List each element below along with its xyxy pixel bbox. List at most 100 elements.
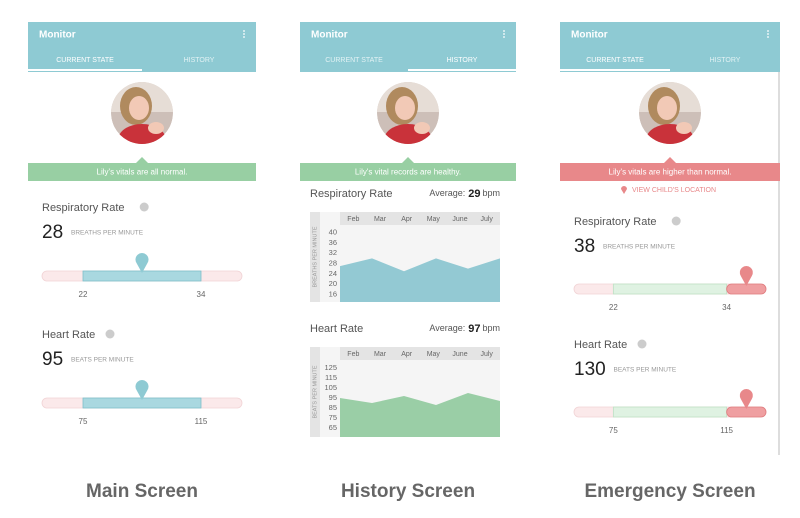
y-tick-label: 105 [324,383,337,392]
tab-indicator [28,69,142,71]
x-tick-label: Feb [347,351,359,358]
range-max: 34 [722,303,731,312]
x-tick-label: June [452,351,467,358]
area [340,393,500,437]
location-link[interactable]: VIEW CHILD'S LOCATION [632,187,716,194]
menu-dot [767,30,769,32]
banner-pointer [664,157,676,163]
range-min: 22 [79,290,88,299]
vital-unit: BEATS PER MINUTE [71,357,134,364]
x-tick-label: Mar [374,216,387,223]
value-marker [739,266,753,286]
vital-unit: BREATHS PER MINUTE [71,230,144,237]
vital-name: Respiratory Rate [574,216,657,228]
y-tick-label: 40 [329,228,337,237]
menu-dot [503,36,505,38]
screen-caption: Main Screen [86,481,198,502]
menu-dot [243,30,245,32]
tab[interactable]: HISTORY [184,57,215,64]
banner-pointer [402,157,414,163]
value-marker [135,380,149,400]
vital-value: 130 [574,359,606,380]
range-max: 34 [197,290,206,299]
avatar-face [657,96,677,120]
tab-indicator [560,69,670,71]
y-tick-label: 32 [329,248,337,257]
avatar-hand [414,122,430,134]
app-title: Monitor [311,30,348,41]
y-tick-label: 28 [329,258,337,267]
status-banner [28,163,256,181]
avatar-hand [676,122,692,134]
y-tick-label: 16 [329,289,337,298]
screen-caption: Emergency Screen [584,481,755,502]
banner-pointer [136,157,148,163]
y-tick-label: 75 [329,413,337,422]
location-pin-icon [621,186,627,194]
x-tick-label: Apr [401,216,413,223]
range-min: 75 [609,426,618,435]
tab[interactable]: CURRENT STATE [56,57,114,64]
phone-screen: Monitor CURRENT STATE HISTORY Lily's vitals… [560,22,780,455]
x-tick-label: July [480,216,493,223]
y-axis-label: BREATHS PER MINUTE [312,226,318,287]
tab[interactable]: CURRENT STATE [325,57,383,64]
menu-dot [767,36,769,38]
chart-average: Average: 29 bpm [429,188,500,200]
vital-unit: BEATS PER MINUTE [614,367,677,374]
app-title: Monitor [39,30,76,41]
x-tick-label: June [452,216,467,223]
menu-dot [503,33,505,35]
info-icon [139,202,149,212]
avatar-face [129,96,149,120]
status-text: Lily's vital records are healthy. [355,168,461,177]
chart-title: Respiratory Rate [310,188,393,200]
y-tick-label: 24 [329,269,337,278]
x-tick-label: Feb [347,216,359,223]
status-banner [560,163,780,181]
tab[interactable]: HISTORY [447,57,478,64]
average-value: 97 [468,323,480,335]
vital-name: Respiratory Rate [42,202,125,214]
info-icon [105,329,115,339]
y-tick-label: 65 [329,423,337,432]
y-tick-label: 115 [325,373,337,382]
area [340,258,500,302]
average-unit: bpm [482,323,500,333]
y-tick-label: 95 [329,393,337,402]
tab[interactable]: CURRENT STATE [586,57,644,64]
phone-screen: Monitor CURRENT STATE HISTORY Lily's vital … [300,22,516,437]
y-tick-label: 36 [329,238,337,247]
average-unit: bpm [482,188,500,198]
vital-value: 38 [574,236,595,257]
x-tick-label: Mar [374,351,387,358]
menu-dot [503,30,505,32]
range-max: 115 [720,426,733,435]
status-text: Lily's vitals are all normal. [97,168,188,177]
tab[interactable]: HISTORY [710,57,741,64]
menu-dot [243,36,245,38]
average-label: Average: [429,188,465,198]
app-title: Monitor [571,30,608,41]
axis-column [310,347,320,437]
avatar-hand [148,122,164,134]
avatar [639,82,701,144]
chart-title: Heart Rate [310,323,363,335]
avatar [111,82,173,144]
chart-average: Average: 97 bpm [429,323,500,335]
vital-value: 28 [42,222,63,243]
status-text: Lily's vitals are higher than normal. [609,168,732,177]
axis-column [310,212,320,302]
y-tick-label: 20 [329,279,337,288]
vital-name: Heart Rate [574,339,627,351]
month-header [340,212,500,225]
x-tick-label: May [427,216,441,223]
range-min: 75 [79,417,88,426]
vital-value: 95 [42,349,63,370]
average-value: 29 [468,188,480,200]
phone-screen: Monitor CURRENT STATE HISTORY Lily's vitals… [28,22,256,426]
app-bar [300,22,516,72]
app-bar [28,22,256,72]
tab-indicator [408,69,516,71]
x-tick-label: May [427,351,441,358]
